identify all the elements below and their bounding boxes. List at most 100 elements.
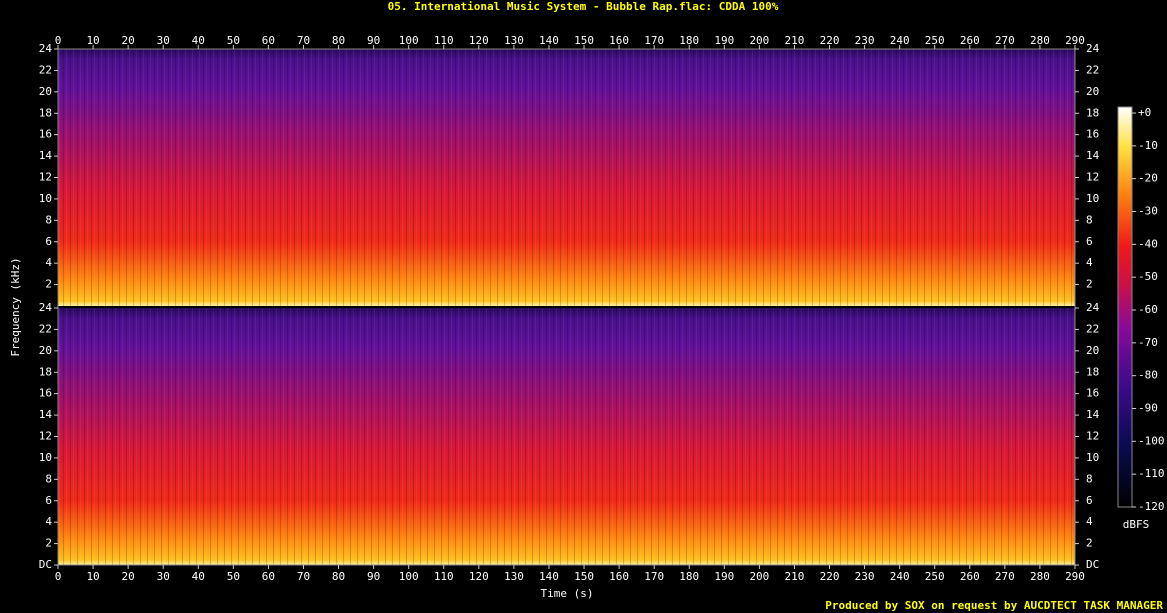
- y-tick-label-left: 18: [39, 365, 52, 378]
- x-tick-label-bottom: 70: [297, 570, 310, 583]
- y-tick-label-left: 24: [39, 301, 53, 314]
- y-axis-label: Frequency (kHz): [9, 257, 22, 356]
- y-tick-label-left: 16: [39, 387, 52, 400]
- colorbar-tick-label: -50: [1138, 270, 1158, 283]
- y-tick-label-right: 10: [1086, 192, 1099, 205]
- colorbar-tick-label: -70: [1138, 336, 1158, 349]
- x-tick-label-top: 170: [644, 34, 664, 47]
- x-tick-label-top: 290: [1065, 34, 1085, 47]
- y-tick-label-right: DC: [1086, 558, 1099, 571]
- colorbar-tick-label: -90: [1138, 402, 1158, 415]
- colorbar-label: dBFS: [1123, 518, 1150, 531]
- y-tick-label-left: 2: [45, 278, 52, 291]
- y-tick-label-right: 12: [1086, 171, 1099, 184]
- x-tick-label-bottom: 290: [1065, 570, 1085, 583]
- x-tick-label-bottom: 0: [55, 570, 62, 583]
- x-tick-label-top: 30: [157, 34, 170, 47]
- x-tick-label-bottom: 60: [262, 570, 275, 583]
- y-tick-label-left: 22: [39, 322, 52, 335]
- plot-frame: [57, 48, 1076, 566]
- y-tick-label-left: 4: [45, 515, 52, 528]
- x-tick-label-top: 130: [504, 34, 524, 47]
- chart-title: 05. International Music System - Bubble …: [388, 0, 779, 13]
- x-tick-label-bottom: 140: [539, 570, 559, 583]
- x-tick-label-top: 40: [192, 34, 205, 47]
- y-tick-label-right: 4: [1086, 256, 1093, 269]
- x-tick-label-bottom: 120: [469, 570, 489, 583]
- x-tick-label-top: 80: [332, 34, 345, 47]
- y-tick-label-left: 12: [39, 430, 52, 443]
- x-tick-label-bottom: 200: [749, 570, 769, 583]
- colorbar-tick-label: -100: [1138, 434, 1165, 447]
- y-tick-label-left: 4: [45, 256, 52, 269]
- x-tick-label-top: 240: [890, 34, 910, 47]
- x-tick-label-top: 100: [399, 34, 419, 47]
- footer: Produced by SOX on request by AUCDTECT T…: [825, 599, 1163, 612]
- x-tick-label-top: 20: [122, 34, 135, 47]
- y-tick-label-left: 2: [45, 537, 52, 550]
- colorbar: [1117, 106, 1133, 508]
- colorbar-tick-label: +0: [1138, 106, 1151, 119]
- x-tick-label-top: 160: [609, 34, 629, 47]
- x-tick-label-top: 250: [925, 34, 945, 47]
- y-tick-label-left: 8: [45, 213, 52, 226]
- x-tick-label-top: 50: [227, 34, 240, 47]
- x-tick-label-bottom: 180: [679, 570, 699, 583]
- colorbar-tick-label: -10: [1138, 139, 1158, 152]
- x-tick-label-bottom: 270: [995, 570, 1015, 583]
- y-tick-label-left: 6: [45, 494, 52, 507]
- colorbar-tick-label: -80: [1138, 369, 1158, 382]
- y-tick-label-left: 14: [39, 408, 53, 421]
- x-tick-label-top: 220: [820, 34, 840, 47]
- y-tick-label-left: 10: [39, 192, 52, 205]
- x-tick-label-top: 210: [785, 34, 805, 47]
- x-tick-label-top: 180: [679, 34, 699, 47]
- x-tick-label-bottom: 40: [192, 570, 205, 583]
- x-tick-label-bottom: 110: [434, 570, 454, 583]
- y-tick-label-left: 18: [39, 106, 52, 119]
- colorbar-tick-label: -60: [1138, 303, 1158, 316]
- y-tick-label-left: 6: [45, 235, 52, 248]
- y-tick-label-left: 16: [39, 128, 52, 141]
- y-tick-label-right: 14: [1086, 149, 1100, 162]
- y-tick-label-left: 14: [39, 149, 53, 162]
- x-tick-label-bottom: 230: [855, 570, 875, 583]
- x-tick-label-top: 60: [262, 34, 275, 47]
- spectrogram-image: [57, 48, 1076, 566]
- x-tick-label-bottom: 190: [714, 570, 734, 583]
- x-tick-label-bottom: 250: [925, 570, 945, 583]
- x-tick-label-bottom: 260: [960, 570, 980, 583]
- x-tick-label-top: 230: [855, 34, 875, 47]
- x-tick-label-bottom: 90: [367, 570, 380, 583]
- y-tick-label-left: 24: [39, 42, 53, 55]
- x-tick-label-top: 0: [55, 34, 62, 47]
- x-tick-label-bottom: 30: [157, 570, 170, 583]
- x-tick-label-bottom: 240: [890, 570, 910, 583]
- y-tick-label-right: 4: [1086, 515, 1093, 528]
- y-tick-label-right: 18: [1086, 365, 1099, 378]
- colorbar-tick-label: -30: [1138, 205, 1158, 218]
- y-tick-label-left: 8: [45, 472, 52, 485]
- y-tick-label-left: 12: [39, 171, 52, 184]
- y-tick-label-right: 20: [1086, 344, 1099, 357]
- y-tick-label-right: 6: [1086, 235, 1093, 248]
- y-tick-label-left: 22: [39, 63, 52, 76]
- x-tick-label-top: 280: [1030, 34, 1050, 47]
- y-tick-label-left: 20: [39, 344, 52, 357]
- channel-1-texture: [58, 49, 1075, 306]
- x-tick-label-bottom: 210: [785, 570, 805, 583]
- x-tick-label-bottom: 50: [227, 570, 240, 583]
- x-tick-label-top: 90: [367, 34, 380, 47]
- y-tick-label-right: 2: [1086, 278, 1093, 291]
- colorbar-tick-label: -20: [1138, 172, 1158, 185]
- y-tick-label-right: 6: [1086, 494, 1093, 507]
- x-tick-label-top: 70: [297, 34, 310, 47]
- colorbar-tick-label: -40: [1138, 237, 1158, 250]
- x-tick-label-bottom: 100: [399, 570, 419, 583]
- y-tick-label-right: 14: [1086, 408, 1100, 421]
- x-tick-label-top: 10: [86, 34, 99, 47]
- y-tick-label-right: 8: [1086, 213, 1093, 226]
- y-tick-label-right: 20: [1086, 85, 1099, 98]
